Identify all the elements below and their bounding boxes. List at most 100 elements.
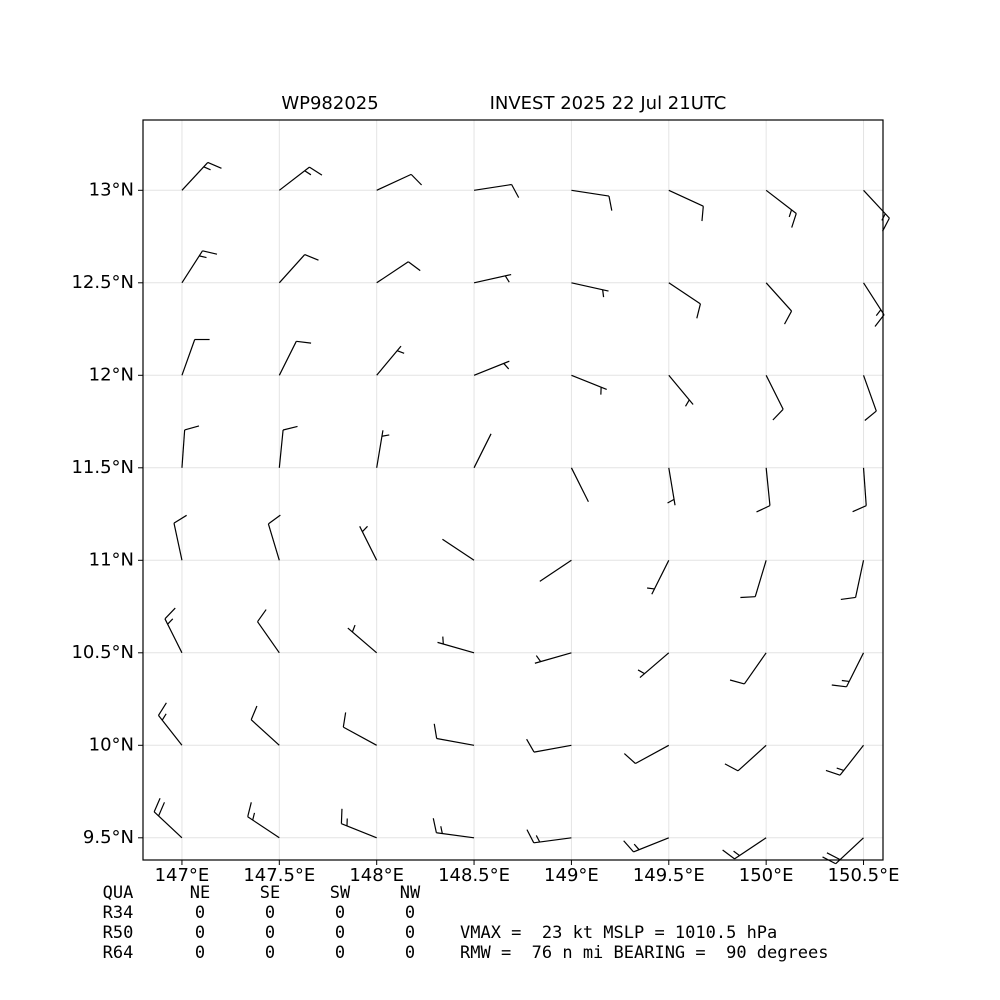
wind-barb [257, 609, 280, 654]
wind-barb [376, 345, 405, 376]
table-cell: R34 [103, 903, 134, 923]
wind-barb [539, 559, 572, 582]
barb-staff [250, 719, 280, 746]
barb-tick [161, 713, 167, 721]
wind-barb [473, 433, 492, 469]
barb-tick [729, 679, 745, 685]
barb-tick [783, 310, 793, 325]
barb-tick [852, 505, 867, 513]
wind-barb [278, 425, 298, 468]
barb-staff [359, 526, 378, 561]
barb-staff [743, 652, 767, 685]
wind-barb [570, 467, 589, 503]
barb-staff [765, 375, 784, 410]
wind-barb [623, 837, 670, 853]
title-left: WP982025 [281, 93, 378, 114]
barb-staff [347, 627, 378, 654]
barb-tick [526, 738, 535, 753]
barb-staff [862, 375, 877, 412]
barb-staff [668, 374, 694, 405]
table-cell: 0 [335, 923, 345, 943]
barb-tick [740, 596, 756, 599]
barb-tick [432, 818, 437, 833]
barb-staff [639, 652, 670, 678]
wind-barb [534, 652, 572, 664]
wind-barb [442, 538, 475, 561]
barb-tick [410, 173, 423, 186]
barb-tick [503, 363, 510, 370]
barb-tick [788, 209, 793, 218]
table-cell: 0 [335, 903, 345, 923]
barb-tick [526, 829, 535, 844]
barb-staff [153, 811, 183, 839]
barb-tick [207, 161, 222, 169]
wind-barb [432, 818, 475, 839]
barb-staff [571, 374, 607, 390]
barb-tick [535, 655, 542, 662]
wind-barb [729, 652, 767, 685]
barb-staff [668, 189, 704, 207]
barb-tick [623, 753, 636, 764]
barb-staff [436, 832, 475, 839]
barb-tick [637, 669, 645, 675]
table-cell: 0 [195, 903, 205, 923]
barb-tick [724, 763, 739, 772]
wind-barb [473, 183, 520, 198]
wind-barb [765, 282, 793, 325]
barb-tick [361, 525, 368, 533]
barb-staff [181, 429, 186, 468]
barb-tick [340, 808, 343, 824]
wind-barb [376, 261, 421, 284]
barb-tick [282, 425, 298, 431]
barb-tick [504, 275, 510, 283]
barb-tick [602, 289, 605, 298]
wind-barb [840, 560, 865, 601]
barb-tick [722, 849, 735, 860]
wind-barb [153, 797, 183, 839]
barb-staff [839, 744, 864, 776]
barb-tick [247, 802, 252, 817]
barb-tick [733, 850, 740, 857]
table-cell: 0 [405, 923, 415, 943]
wind-barb [181, 425, 200, 468]
x-tick-label: 150.5°E [828, 865, 900, 886]
barb-tick [696, 303, 701, 319]
barb-staff [247, 816, 280, 839]
barb-tick [826, 852, 841, 861]
y-tick-label: 12.5°N [71, 272, 134, 293]
barb-staff [862, 467, 867, 506]
table-cell: 0 [195, 923, 205, 943]
barb-staff [442, 538, 475, 561]
table-cell: 0 [405, 903, 415, 923]
table-cell: 0 [265, 903, 275, 923]
barb-tick [836, 767, 844, 772]
barb-staff [341, 823, 377, 839]
barb-staff [863, 282, 885, 316]
x-tick-label: 149.5°E [633, 865, 705, 886]
wind-barb [157, 702, 183, 746]
y-tick-label: 12°N [89, 364, 134, 385]
barb-tick [633, 843, 640, 851]
wind-barb [347, 624, 378, 654]
barb-tick [173, 514, 187, 524]
barb-tick [342, 712, 347, 728]
barb-tick [304, 170, 312, 176]
barb-staff [257, 621, 280, 654]
y-tick-label: 13°N [89, 179, 134, 200]
barb-staff [539, 559, 572, 582]
wind-barb [852, 467, 867, 513]
barb-tick [184, 425, 200, 431]
barb-tick [511, 184, 520, 198]
barb-tick [202, 250, 218, 255]
barb-staff [571, 282, 609, 292]
table-header: NE [190, 883, 210, 903]
barb-tick [684, 399, 690, 407]
barb-tick [791, 213, 797, 228]
wind-barb [862, 375, 877, 421]
barb-tick [396, 350, 405, 354]
table-cell: R64 [103, 943, 134, 963]
wind-barb [740, 560, 767, 599]
barb-tick [381, 434, 390, 437]
